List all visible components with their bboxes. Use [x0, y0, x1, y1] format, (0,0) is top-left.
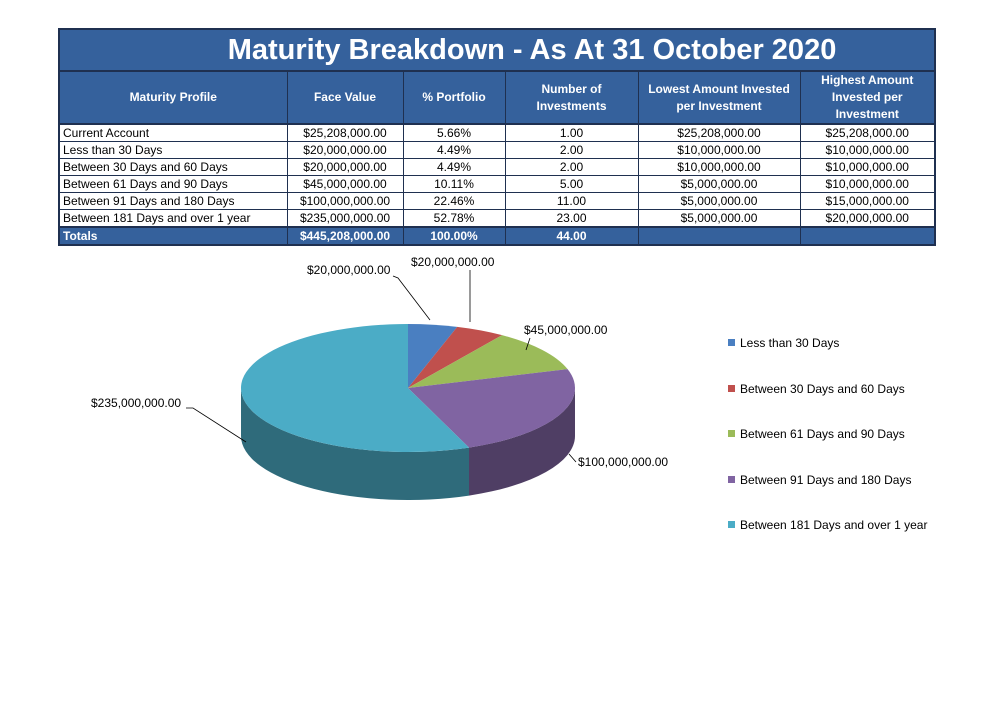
cell-highest-amount: $10,000,000.00	[799, 175, 936, 193]
cell-lowest-amount: $10,000,000.00	[637, 158, 801, 176]
legend-item: Between 181 Days and over 1 year	[728, 516, 978, 534]
cell-maturity-profile: Between 91 Days and 180 Days	[58, 192, 288, 210]
legend-swatch	[728, 430, 735, 437]
column-header-maturity-profile: Maturity Profile	[58, 70, 288, 125]
pie-slice	[408, 369, 575, 448]
totals-number: 44.00	[504, 226, 639, 246]
cell-percent-portfolio: 5.66%	[402, 123, 506, 142]
cell-lowest-amount: $5,000,000.00	[637, 192, 801, 210]
data-label: $100,000,000.00	[578, 455, 668, 469]
leader-line	[568, 453, 577, 463]
legend-item: Less than 30 Days	[728, 334, 978, 352]
legend-label: Between 91 Days and 180 Days	[740, 472, 912, 487]
column-header-percent-portfolio: % Portfolio	[402, 70, 506, 125]
legend-label: Between 181 Days and over 1 year	[740, 518, 928, 532]
cell-lowest-amount: $10,000,000.00	[637, 141, 801, 159]
column-header-face-value: Face Value	[286, 70, 404, 125]
table-row: Between 30 Days and 60 Days $20,000,000.0…	[58, 158, 936, 176]
cell-percent-portfolio: 52.78%	[402, 209, 506, 228]
totals-highest	[799, 226, 936, 246]
maturity-table: Maturity Breakdown - As At 31 October 20…	[58, 28, 937, 246]
cell-face-value: $20,000,000.00	[286, 158, 404, 176]
cell-number-of-investments: 2.00	[504, 141, 639, 159]
data-label: $45,000,000.00	[524, 323, 608, 337]
legend-label: Between 61 Days and 90 Days	[740, 427, 905, 441]
leader-line	[186, 407, 247, 443]
totals-label: Totals	[58, 226, 288, 246]
data-label: $20,000,000.00	[411, 255, 495, 269]
leader-line	[525, 337, 531, 351]
pie-side-4	[241, 388, 470, 500]
cell-highest-amount: $25,208,000.00	[799, 123, 936, 142]
legend-swatch	[728, 475, 735, 483]
chart-legend: Less than 30 Days Between 30 Days and 60 …	[728, 334, 978, 562]
cell-lowest-amount: $5,000,000.00	[637, 175, 801, 193]
pie-slice	[408, 335, 568, 388]
table-row: Less than 30 Days $20,000,000.00 4.49% 2.00…	[58, 141, 936, 159]
cell-highest-amount: $10,000,000.00	[799, 141, 936, 159]
legend-swatch	[728, 521, 735, 528]
header-row: Maturity Profile Face Value % Portfolio …	[58, 70, 936, 125]
maturity-pie-chart: $20,000,000.00 $20,000,000.00 $45,000,000.…	[91, 255, 668, 500]
table-row: Current Account $25,208,000.00 5.66% 1.00 $2…	[58, 123, 936, 142]
cell-number-of-investments: 23.00	[504, 209, 639, 228]
legend-swatch	[728, 339, 735, 346]
cell-highest-amount: $15,000,000.00	[799, 192, 936, 210]
legend-swatch	[728, 384, 735, 392]
cell-face-value: $235,000,000.00	[286, 209, 404, 228]
cell-number-of-investments: 5.00	[504, 175, 639, 193]
cell-face-value: $25,208,000.00	[286, 123, 404, 142]
legend-item: Between 91 Days and 180 Days	[728, 471, 978, 489]
cell-percent-portfolio: 22.46%	[402, 192, 506, 210]
table-row: Between 181 Days and over 1 year $235,000…	[58, 209, 936, 228]
cell-number-of-investments: 2.00	[504, 158, 639, 176]
legend-label: Between 30 Days and 60 Days	[740, 381, 905, 396]
pie-sides	[241, 388, 575, 500]
legend-label: Less than 30 Days	[740, 336, 840, 350]
totals-face-value: $445,208,000.00	[286, 226, 404, 246]
cell-face-value: $45,000,000.00	[286, 175, 404, 193]
column-header-highest-amount: Highest Amount Invested per Investment	[799, 70, 936, 125]
cell-percent-portfolio: 10.11%	[402, 175, 506, 193]
leader-line	[392, 275, 431, 321]
cell-maturity-profile: Between 181 Days and over 1 year	[58, 209, 288, 228]
table-row: Between 61 Days and 90 Days $45,000,000.0…	[58, 175, 936, 193]
pie-side-3	[469, 388, 575, 496]
data-label: $20,000,000.00	[307, 263, 391, 277]
table-row: Between 91 Days and 180 Days $100,000,000…	[58, 192, 936, 210]
cell-face-value: $20,000,000.00	[286, 141, 404, 159]
cell-percent-portfolio: 4.49%	[402, 141, 506, 159]
report-title: Maturity Breakdown - As At 31 October 20…	[58, 28, 936, 72]
cell-maturity-profile: Between 61 Days and 90 Days	[58, 175, 288, 193]
totals-percent: 100.00%	[402, 226, 506, 246]
cell-percent-portfolio: 4.49%	[402, 158, 506, 176]
cell-number-of-investments: 11.00	[504, 192, 639, 210]
cell-face-value: $100,000,000.00	[286, 192, 404, 210]
column-header-lowest-amount: Lowest Amount Invested per Investment	[637, 70, 801, 125]
pie-slice	[241, 324, 470, 452]
cell-lowest-amount: $25,208,000.00	[637, 123, 801, 142]
pie-slice	[408, 324, 458, 388]
pie-slice	[408, 326, 503, 388]
cell-maturity-profile: Current Account	[58, 123, 288, 142]
data-label: $235,000,000.00	[91, 396, 181, 410]
cell-maturity-profile: Between 30 Days and 60 Days	[58, 158, 288, 176]
legend-item: Between 61 Days and 90 Days	[728, 425, 978, 443]
column-header-number-of-investments: Number of Investments	[504, 70, 639, 125]
totals-row: Totals $445,208,000.00 100.00% 44.00	[58, 226, 936, 246]
cell-highest-amount: $10,000,000.00	[799, 158, 936, 176]
totals-lowest	[637, 226, 801, 246]
cell-number-of-investments: 1.00	[504, 123, 639, 142]
legend-item: Between 30 Days and 60 Days	[728, 380, 978, 398]
cell-lowest-amount: $5,000,000.00	[637, 209, 801, 228]
cell-highest-amount: $20,000,000.00	[799, 209, 936, 228]
cell-maturity-profile: Less than 30 Days	[58, 141, 288, 159]
